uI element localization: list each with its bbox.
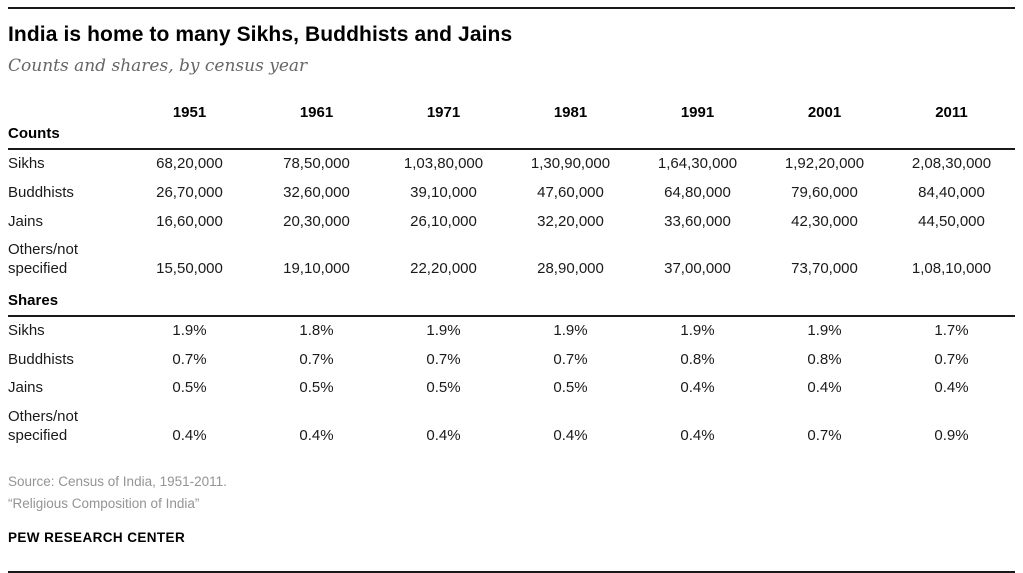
page-title: India is home to many Sikhs, Buddhists a… [8, 23, 513, 46]
table-row: Sikhs 68,20,000 78,50,000 1,03,80,000 1,… [8, 149, 1015, 179]
section-label: Counts [8, 125, 60, 142]
cell-value: 1,92,20,000 [784, 155, 865, 172]
table-row: Jains 16,60,000 20,30,000 26,10,000 32,2… [8, 208, 1015, 237]
table-row: Others/not specified 0.4% 0.4% 0.4% 0.4%… [8, 403, 1015, 451]
cell-value: 32,60,000 [283, 183, 350, 201]
cell-value: 42,30,000 [791, 212, 858, 230]
cell-value: 1,64,30,000 [657, 155, 738, 172]
cell-value: 19,10,000 [283, 260, 350, 277]
cell-value: 0.7% [553, 350, 588, 368]
cell-value: 0.7% [934, 350, 969, 368]
cell-value: 0.7% [807, 426, 842, 444]
year-header-row: 1951 1961 1971 1981 1991 2001 2011 [8, 88, 1015, 123]
cell-value: 1.7% [934, 321, 969, 339]
year-column-header: 2011 [935, 104, 968, 121]
cell-value: 0.5% [172, 379, 207, 397]
cell-value: 16,60,000 [156, 212, 223, 230]
cell-value: 1.9% [553, 321, 588, 339]
cell-value: 0.4% [934, 379, 969, 397]
table-row: Buddhists 0.7% 0.7% 0.7% 0.7% 0.8% 0.8% … [8, 346, 1015, 375]
cell-value: 28,90,000 [537, 260, 604, 277]
year-column-header: 1971 [426, 104, 461, 121]
cell-value: 0.7% [426, 350, 461, 368]
cell-value: 0.4% [680, 379, 715, 397]
section-header-shares: Shares [8, 284, 1015, 316]
cell-value: 1.9% [172, 321, 207, 339]
cell-value: 2,08,30,000 [911, 155, 992, 172]
cell-value: 39,10,000 [410, 183, 477, 201]
row-label: Jains [8, 379, 44, 397]
cell-value: 0.7% [172, 350, 207, 368]
table-row: Others/not specified 15,50,000 19,10,000… [8, 236, 1015, 284]
cell-value: 0.5% [553, 379, 588, 397]
year-column-header: 1951 [172, 104, 207, 121]
cell-value: 0.4% [299, 426, 334, 444]
cell-value: 1.8% [299, 321, 334, 339]
row-label: Sikhs [8, 321, 45, 339]
section-label: Shares [8, 291, 59, 309]
cell-value: 1,08,10,000 [911, 260, 992, 277]
cell-value: 0.4% [426, 426, 461, 444]
cell-value: 0.4% [680, 426, 715, 444]
cell-value: 84,40,000 [918, 183, 985, 201]
cell-value: 1.9% [680, 321, 715, 339]
year-column-header: 1961 [299, 104, 334, 121]
cell-value: 37,00,000 [664, 260, 731, 277]
table-row: Jains 0.5% 0.5% 0.5% 0.5% 0.4% 0.4% 0.4% [8, 374, 1015, 403]
cell-value: 0.5% [426, 379, 461, 397]
section-header-counts: Counts [8, 123, 1015, 149]
cell-value: 68,20,000 [156, 155, 223, 172]
empty-corner-cell [8, 88, 126, 123]
row-label: Others/not specified [8, 241, 79, 277]
cell-value: 73,70,000 [791, 260, 858, 277]
cell-value: 1,30,90,000 [530, 155, 611, 172]
census-table: 1951 1961 1971 1981 1991 2001 2011 Count… [8, 88, 1015, 451]
table-row: Sikhs 1.9% 1.8% 1.9% 1.9% 1.9% 1.9% 1.7% [8, 316, 1015, 346]
cell-value: 20,30,000 [283, 212, 350, 230]
cell-value: 79,60,000 [791, 183, 858, 201]
year-column-header: 1991 [680, 104, 715, 121]
cell-value: 64,80,000 [664, 183, 731, 201]
footer: Source: Census of India, 1951-2011. “Rel… [8, 471, 1015, 546]
row-label: Others/not specified [8, 408, 79, 444]
cell-value: 26,70,000 [156, 183, 223, 201]
cell-value: 0.7% [299, 350, 334, 368]
table-row: Buddhists 26,70,000 32,60,000 39,10,000 … [8, 179, 1015, 208]
cell-value: 32,20,000 [537, 212, 604, 230]
pew-research-center-wordmark: PEW RESEARCH CENTER [8, 530, 186, 546]
cell-value: 0.4% [172, 426, 207, 444]
cell-value: 33,60,000 [664, 212, 731, 230]
cell-value: 78,50,000 [283, 155, 350, 172]
year-column-header: 2001 [807, 104, 842, 121]
cell-value: 15,50,000 [156, 260, 223, 277]
infographic-card: India is home to many Sikhs, Buddhists a… [8, 7, 1015, 573]
cell-value: 0.5% [299, 379, 334, 397]
cell-value: 22,20,000 [410, 260, 477, 277]
page-subtitle: Counts and shares, by census year [8, 56, 308, 76]
cell-value: 0.9% [934, 426, 969, 444]
cell-value: 0.4% [807, 379, 842, 397]
cell-value: 0.4% [553, 426, 588, 444]
cell-value: 1.9% [807, 321, 842, 339]
cell-value: 44,50,000 [918, 212, 985, 230]
cell-value: 0.8% [807, 350, 842, 368]
cell-value: 0.8% [680, 350, 715, 368]
cell-value: 1,03,80,000 [403, 155, 484, 172]
row-label: Jains [8, 212, 44, 230]
cell-value: 26,10,000 [410, 212, 477, 230]
source-text-line1: Source: Census of India, 1951-2011. [8, 473, 227, 489]
cell-value: 1.9% [426, 321, 461, 339]
row-label: Sikhs [8, 155, 45, 172]
cell-value: 47,60,000 [537, 183, 604, 201]
year-column-header: 1981 [553, 104, 588, 121]
row-label: Buddhists [8, 183, 74, 201]
source-text-line2: “Religious Composition of India” [8, 495, 200, 511]
row-label: Buddhists [8, 350, 74, 368]
